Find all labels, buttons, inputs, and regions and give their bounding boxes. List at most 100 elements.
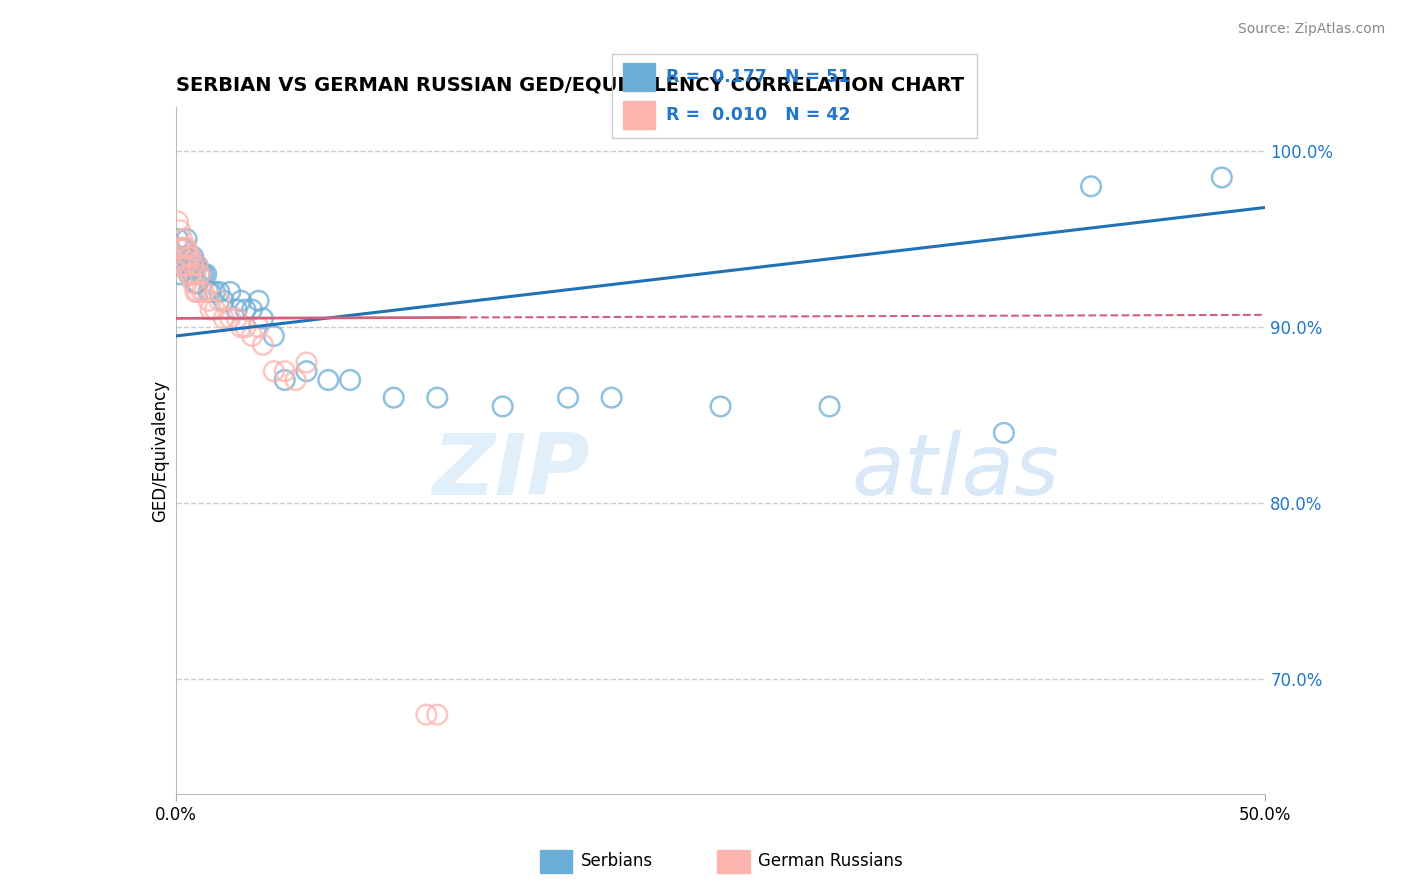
Point (177, 250, 200, 264)
Point (173, 241, 195, 255)
Point (231, 320, 253, 334)
Point (191, 268, 214, 282)
Point (173, 250, 195, 264)
Point (188, 268, 211, 282)
Point (426, 707, 449, 722)
Point (557, 391, 579, 405)
Point (240, 329, 263, 343)
Point (177, 268, 200, 282)
Point (235, 320, 257, 334)
Point (219, 285, 242, 299)
Point (200, 302, 222, 317)
Point (818, 400, 841, 414)
Point (235, 302, 257, 317)
Point (173, 259, 195, 273)
Point (247, 320, 270, 334)
Point (176, 232, 198, 246)
Point (186, 285, 209, 299)
Point (180, 250, 202, 264)
Point (197, 293, 219, 308)
Point (274, 364, 297, 378)
Point (231, 293, 253, 308)
Text: SERBIAN VS GERMAN RUSSIAN GED/EQUIVALENCY CORRELATION CHART: SERBIAN VS GERMAN RUSSIAN GED/EQUIVALENC… (176, 75, 965, 95)
Point (167, 241, 190, 255)
Point (382, 391, 405, 405)
Point (600, 391, 623, 405)
Point (184, 285, 207, 299)
Bar (540, 850, 572, 873)
Point (197, 285, 219, 299)
Point (181, 268, 204, 282)
Point (993, 425, 1015, 440)
Point (204, 285, 226, 299)
Point (180, 250, 202, 264)
Point (1080, 179, 1102, 194)
Point (208, 293, 231, 308)
Point (204, 302, 226, 317)
Text: ZIP: ZIP (432, 430, 591, 513)
Point (181, 276, 204, 290)
Point (710, 400, 733, 414)
Point (492, 400, 515, 414)
Point (172, 232, 194, 246)
Text: Source: ZipAtlas.com: Source: ZipAtlas.com (1237, 22, 1385, 37)
Point (184, 259, 207, 273)
Point (225, 311, 247, 326)
Point (181, 259, 204, 273)
Point (186, 276, 209, 290)
Point (167, 259, 190, 273)
Bar (623, 62, 655, 91)
Point (186, 259, 209, 273)
Point (212, 293, 235, 308)
Point (274, 373, 297, 387)
Point (252, 311, 274, 326)
Point (339, 373, 361, 387)
Point (176, 259, 198, 273)
Point (184, 276, 207, 290)
Point (169, 259, 191, 273)
Point (1211, 170, 1233, 185)
Point (195, 268, 218, 282)
Point (186, 259, 209, 273)
Y-axis label: GED/Equivalency: GED/Equivalency (150, 379, 169, 522)
Point (240, 302, 263, 317)
Point (180, 268, 202, 282)
Point (173, 241, 195, 255)
Point (200, 285, 222, 299)
Point (177, 250, 200, 264)
Point (169, 250, 191, 264)
Point (318, 373, 340, 387)
Point (169, 241, 191, 255)
Point (167, 214, 190, 228)
Point (263, 364, 285, 378)
Point (177, 268, 200, 282)
Point (219, 311, 242, 326)
Point (191, 285, 214, 299)
Point (172, 241, 194, 255)
Point (169, 223, 191, 237)
Point (208, 285, 231, 299)
Point (225, 302, 247, 317)
Point (193, 268, 215, 282)
Point (172, 250, 194, 264)
Bar (623, 101, 655, 129)
Point (181, 250, 204, 264)
Point (415, 707, 437, 722)
Text: R =  0.177   N = 51: R = 0.177 N = 51 (666, 68, 851, 86)
Point (426, 391, 449, 405)
Text: Serbians: Serbians (581, 852, 654, 870)
Text: German Russians: German Russians (758, 852, 903, 870)
Point (172, 259, 194, 273)
Point (252, 338, 274, 352)
Point (188, 268, 211, 282)
Point (169, 268, 191, 282)
Point (176, 259, 198, 273)
Point (295, 355, 318, 369)
Text: R =  0.010   N = 42: R = 0.010 N = 42 (666, 106, 851, 124)
Point (184, 268, 207, 282)
Point (180, 259, 202, 273)
Point (284, 373, 307, 387)
Point (193, 285, 215, 299)
Point (247, 293, 270, 308)
Point (176, 241, 198, 255)
